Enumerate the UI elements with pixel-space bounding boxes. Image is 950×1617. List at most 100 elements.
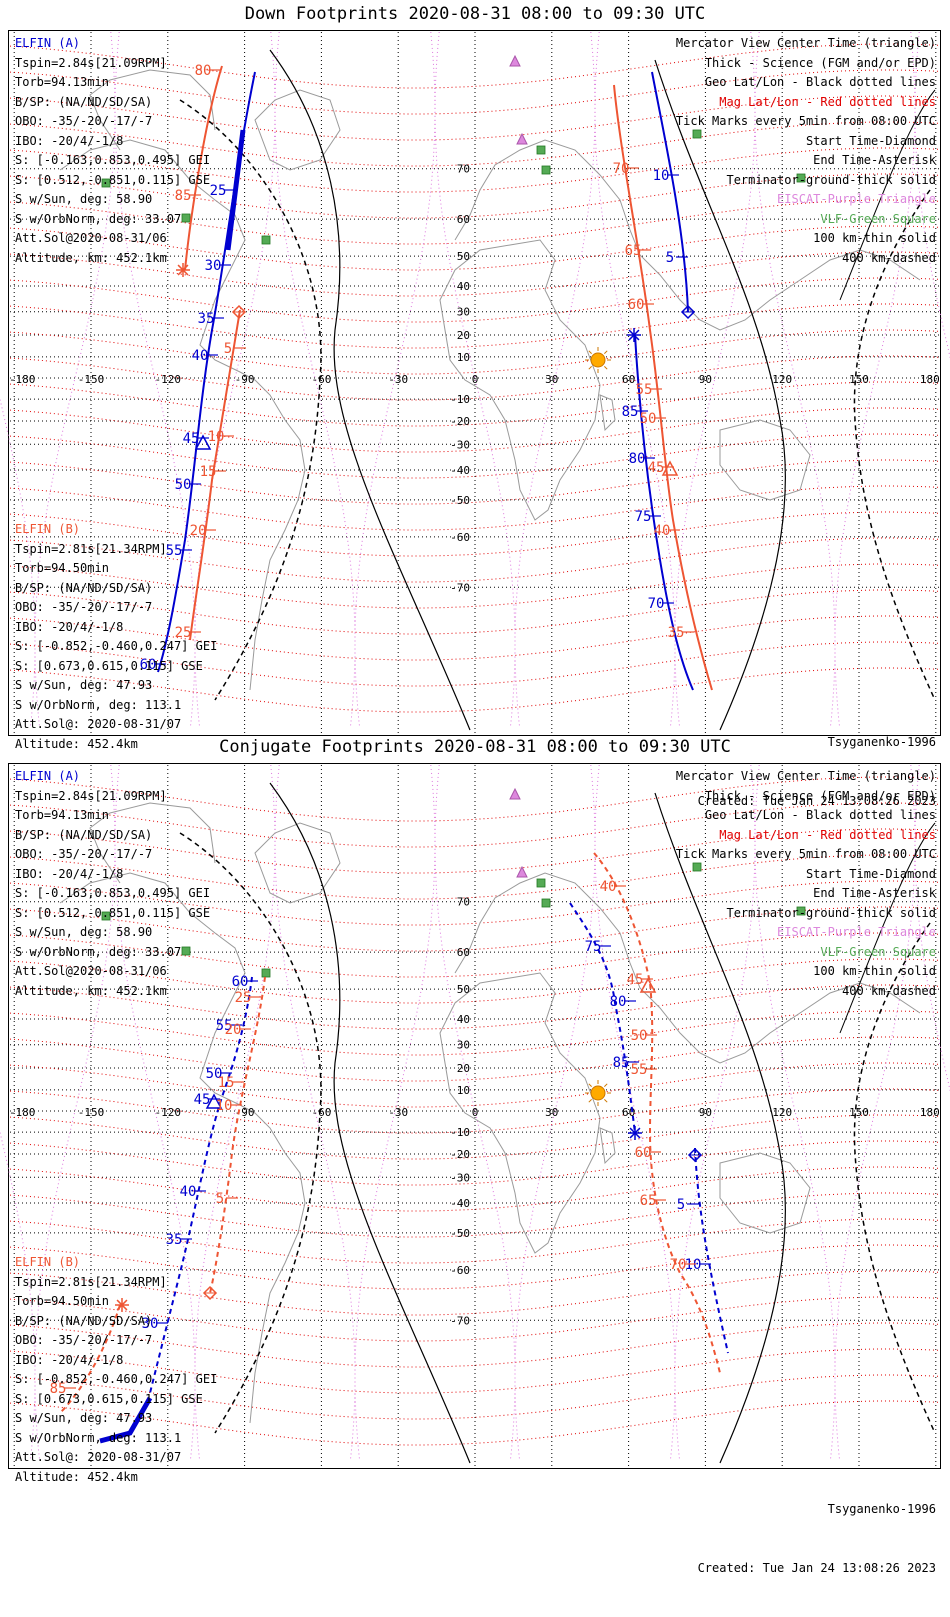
lon-tick-label: 120: [772, 373, 792, 386]
sun-ray: [604, 366, 608, 370]
info-line: IBO: -20/4/-1/8: [15, 1352, 124, 1367]
info-line: B/SP: (NA/ND/SD/SA): [15, 94, 153, 109]
mag-lat-line: [9, 641, 941, 687]
legend-item: 400 km-dashed: [842, 250, 936, 265]
legend-item: VLF-Green Square: [820, 944, 936, 959]
tick-label: 5: [666, 250, 674, 266]
mag-lon-line: [434, 31, 516, 729]
lat-tick-label: -50: [450, 1227, 470, 1240]
tick-label: 50: [175, 477, 192, 493]
coastline: [439, 972, 601, 1254]
lat-tick-label: -40: [450, 1197, 470, 1210]
lon-tick-label: 30: [545, 373, 558, 386]
lat-tick-label: -60: [450, 531, 470, 544]
info-line: Tspin=2.81s[21.34RPM]: [15, 1274, 167, 1289]
lon-tick-label: 0: [472, 373, 479, 386]
mag-lat-line: [9, 173, 941, 219]
info-line: IBO: -20/4/-1/8: [15, 619, 124, 634]
mag-lat-line: [9, 802, 941, 848]
mag-lat-line: [9, 1270, 941, 1316]
mag-lat-line: [9, 225, 941, 271]
lat-tick-label: 50: [457, 983, 470, 996]
lon-tick-label: -90: [235, 1106, 255, 1119]
mag-lat-line: [9, 1218, 941, 1264]
tick-label: 10: [208, 429, 225, 445]
tick-label: 10: [216, 1098, 233, 1114]
center-time-triangle: [639, 977, 657, 993]
terminator-400km: [853, 189, 936, 701]
lat-tick-label: 50: [457, 250, 470, 263]
vlf-square: [541, 898, 551, 908]
eiscat-triangle: [509, 54, 521, 67]
vlf-square: [796, 173, 806, 183]
start-diamond: [680, 304, 696, 320]
mag-lon-line: [114, 764, 196, 1462]
lat-tick-label: -60: [450, 1264, 470, 1277]
map-frame: [8, 763, 941, 1469]
mag-lon-line: [754, 764, 836, 1462]
mag-lat-line: [9, 1036, 941, 1082]
lon-tick-label: -120: [155, 1106, 182, 1119]
tick-label: 70: [670, 1257, 687, 1273]
mag-lat-line: [9, 1140, 941, 1186]
mag-lat-line: [9, 776, 941, 822]
tick-label: 75: [635, 509, 652, 525]
mag-lat-line: [9, 69, 941, 115]
mag-lon-line: [34, 764, 116, 1462]
info-line: S: [-0.852,-0.460,0.247] GEI: [15, 1372, 218, 1386]
sun-disk: [590, 1085, 606, 1101]
mag-lon-line: [354, 31, 436, 729]
info-line: Torb=94.50min: [15, 561, 109, 575]
tick-label: 55: [631, 1062, 648, 1078]
terminator-400km: [179, 99, 322, 701]
info-line: Altitude, km: 452.1km: [15, 983, 167, 998]
lon-tick-label: -30: [388, 373, 408, 386]
tick-label: 15: [218, 1075, 235, 1091]
mercator-map[interactable]: -180 -150 -120 -90 -60 -30 0 30 60 90 120 150 180 70 6…: [0, 733, 950, 1483]
legend-item: 100 km-thin solid: [813, 231, 936, 245]
tick-label: 5: [216, 1191, 224, 1207]
info-line: Tspin=2.81s[21.34RPM]: [15, 541, 167, 556]
tick-label: 40: [600, 879, 617, 895]
info-line: ELFIN (B): [15, 1255, 81, 1269]
eiscat-triangle: [516, 865, 528, 878]
tick-label: 70: [613, 161, 630, 177]
terminator-400km: [179, 832, 322, 1434]
mag-lat-line: [9, 511, 941, 557]
down-footprints-panel: Down Footprints 2020-08-31 08:00 to 09:3…: [0, 0, 950, 808]
vlf-square: [541, 165, 551, 175]
legend-item: Start Time-Diamond: [805, 866, 936, 881]
vlf-square: [181, 946, 191, 956]
mag-lon-line: [514, 31, 596, 729]
mag-lat-line: [9, 667, 941, 713]
mag-lon-line: [594, 31, 676, 729]
tick-label: 45: [194, 1092, 211, 1108]
terminator-100km: [654, 59, 786, 731]
elfin-b-info: ELFIN (B) Tspin=2.81s[21.34RPM] Torb=94.50…: [15, 520, 217, 754]
mag-lon-line: [594, 764, 676, 1462]
end-asterisk: [177, 264, 189, 276]
mag-lat-line: [9, 433, 941, 479]
info-line: ELFIN (A): [15, 36, 81, 50]
mag-lat-line: [9, 459, 941, 505]
tick-label: 30: [205, 258, 222, 274]
sun-icon: [585, 347, 611, 373]
model-info: Tsyganenko-1996 Created: Tue Jan 24 13:0…: [698, 1461, 936, 1617]
tick-label: 70: [648, 596, 665, 612]
legend-item: Mercator View Center Time (triangle): [675, 36, 936, 50]
mercator-map[interactable]: -180 -150 -120 -90 -60 -30 0 30 60 90 120 150 180 70 6…: [0, 0, 950, 750]
mag-lat-line: [9, 854, 941, 900]
legend-item: Terminator-ground-thick solid: [726, 905, 936, 920]
start-diamond: [231, 304, 247, 320]
tick-label: 85: [175, 188, 192, 204]
mag-lat-line: [9, 329, 941, 375]
lon-tick-label: 120: [772, 1106, 792, 1119]
tick-label: 5: [224, 341, 232, 357]
mag-lat-line: [9, 407, 941, 453]
mag-lat-line: [9, 1062, 941, 1108]
terminator-400km: [853, 922, 936, 1434]
mag-lat-line: [9, 251, 941, 297]
mag-lat-line: [9, 880, 941, 926]
info-line: ELFIN (B): [15, 522, 81, 536]
vlf-square: [181, 213, 191, 223]
